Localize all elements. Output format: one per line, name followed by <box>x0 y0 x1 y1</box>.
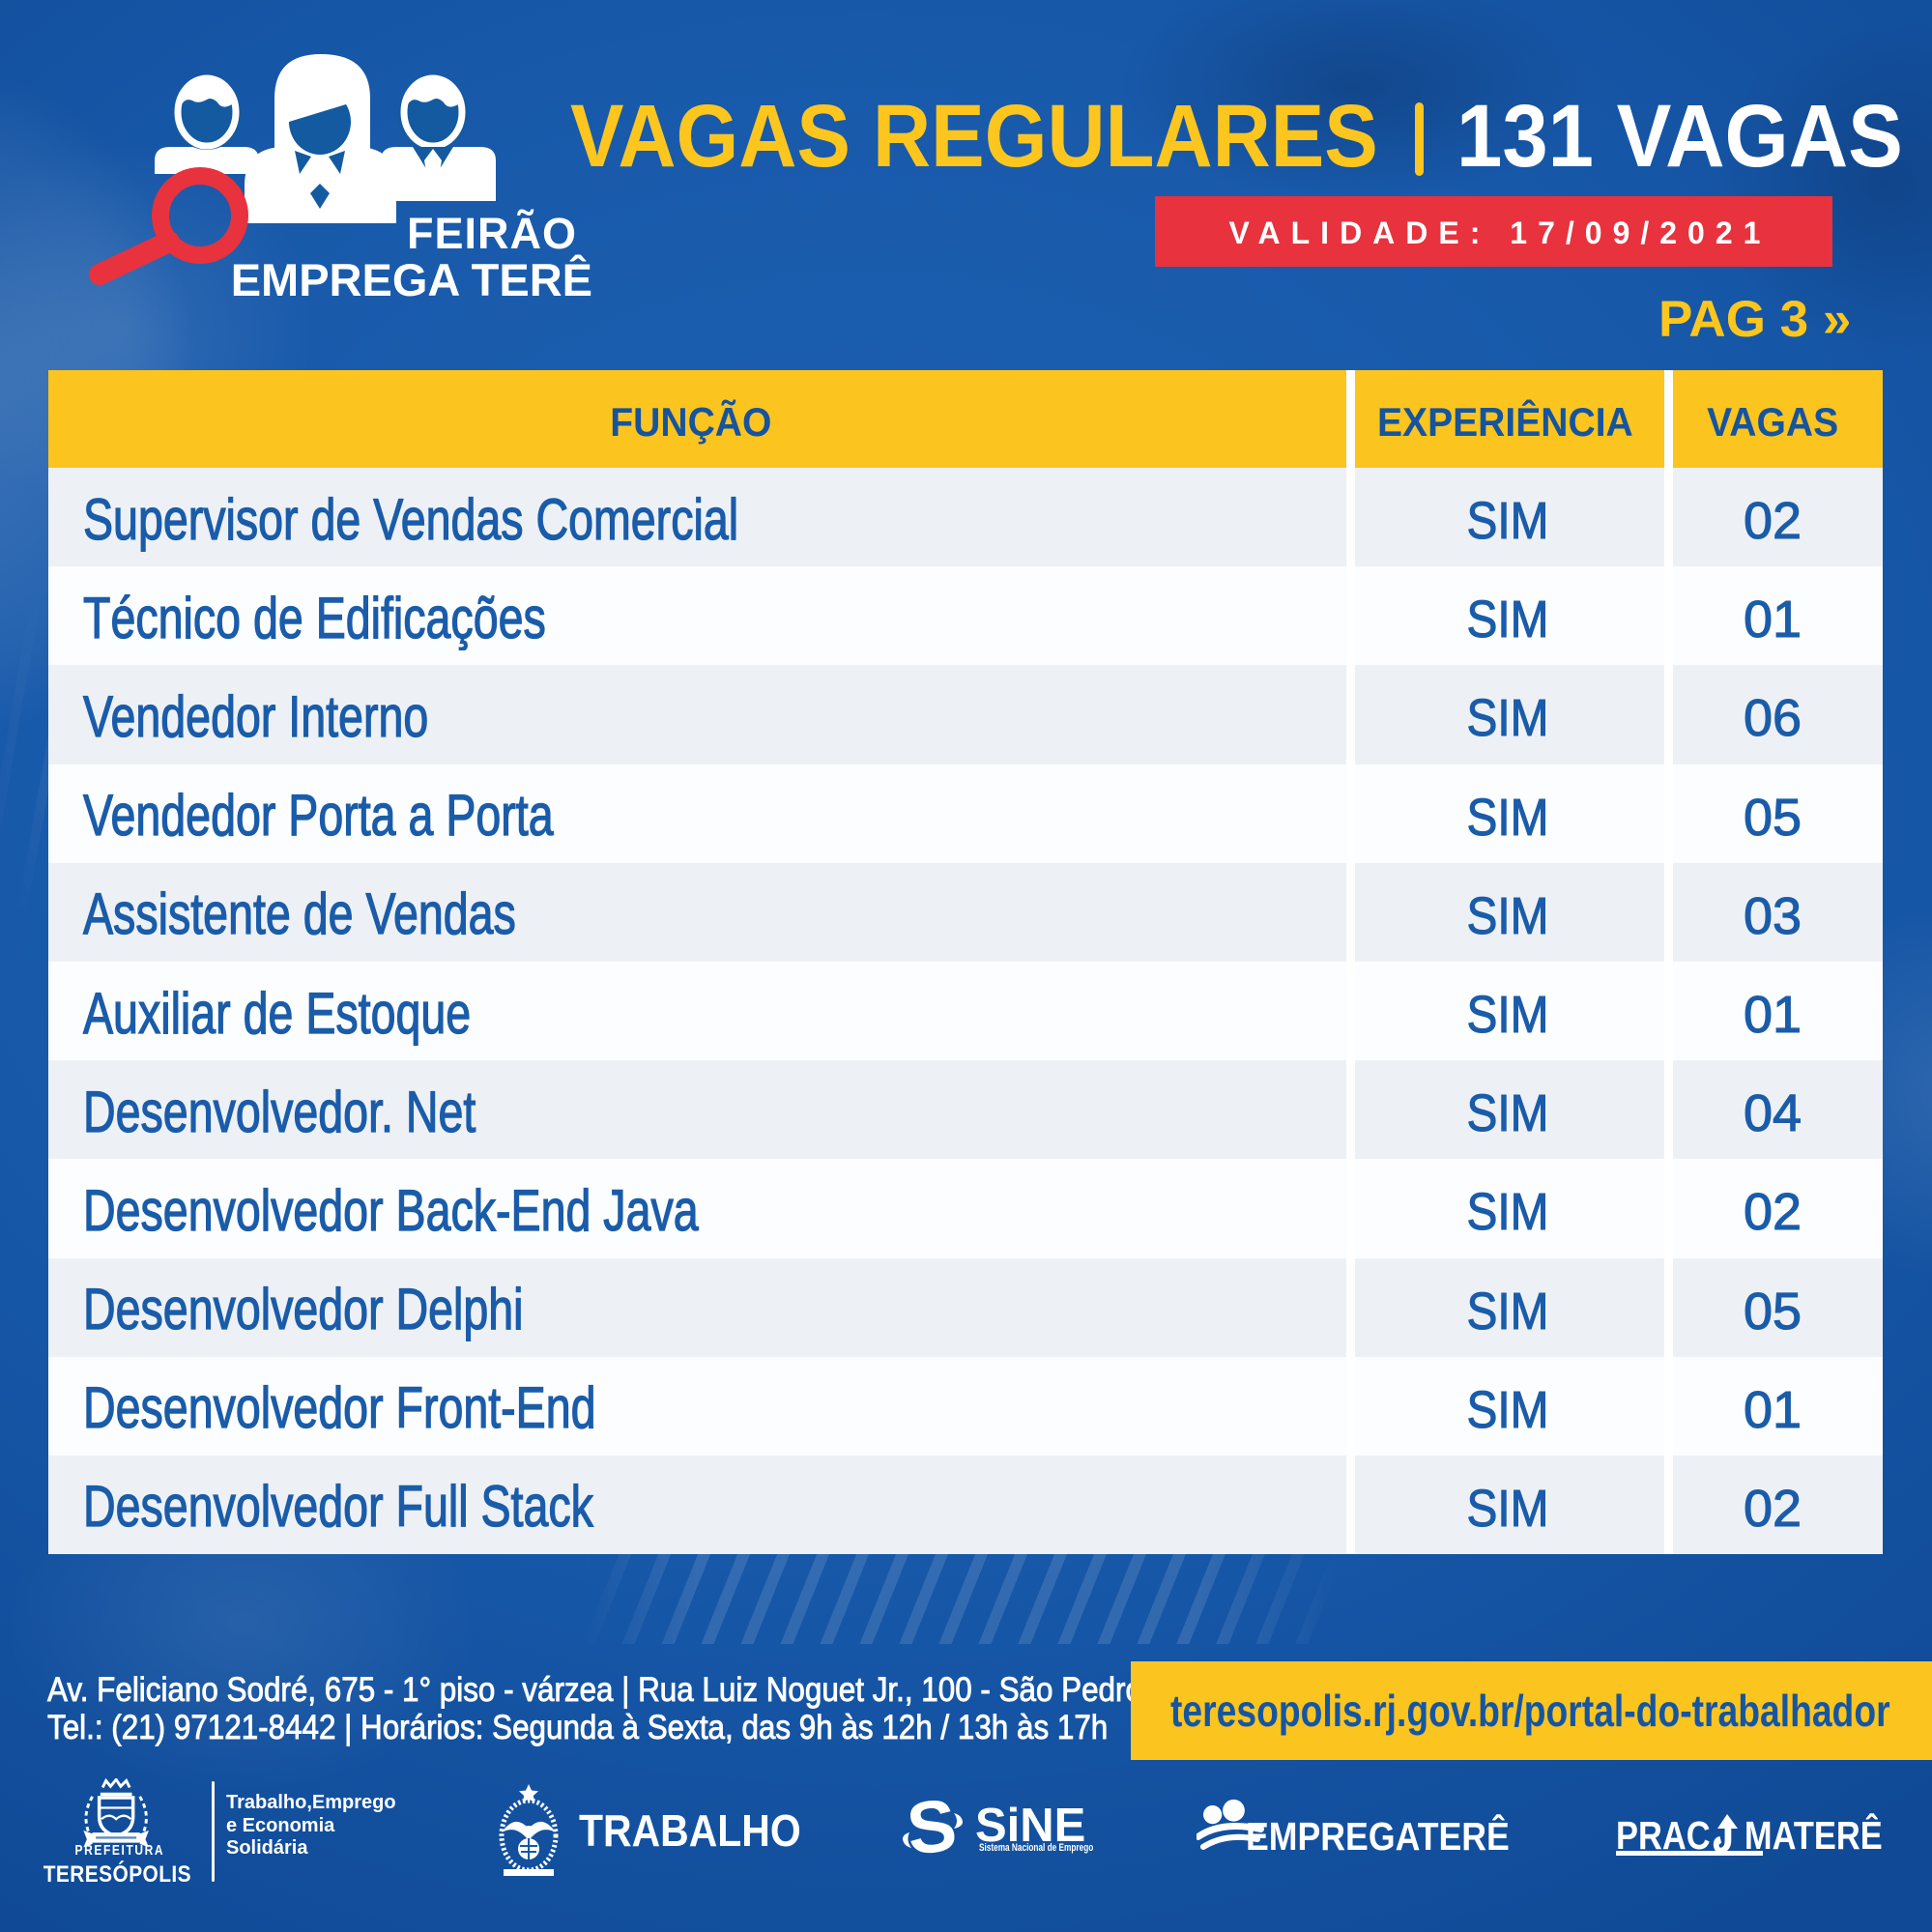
svg-text:EMPREGA TERÊ: EMPREGA TERÊ <box>231 254 592 305</box>
svg-text:FEIRÃO: FEIRÃO <box>407 209 577 258</box>
svg-text:S: S <box>903 1798 960 1863</box>
